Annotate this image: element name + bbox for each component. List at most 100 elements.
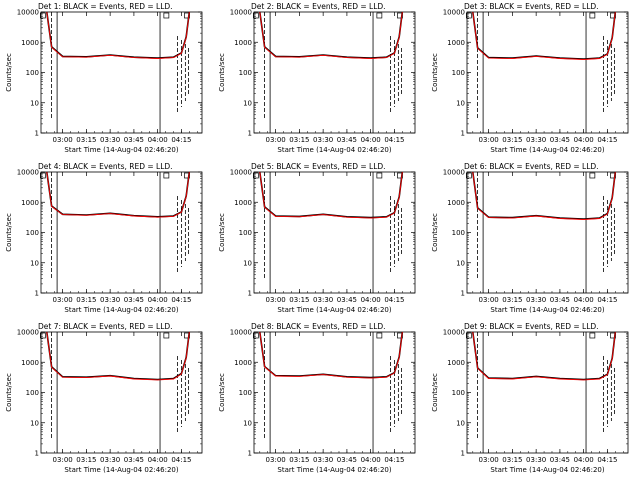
chart-title: Det 2: BLACK = Events, RED = LLD.	[251, 2, 386, 11]
x-tick-label: 03:15	[76, 456, 96, 464]
y-axis-label: Counts/sec	[5, 53, 13, 92]
series-line-lld	[259, 11, 403, 59]
x-tick-label: 04:15	[384, 136, 404, 144]
series-line-events	[259, 331, 404, 379]
top-edge-marker	[589, 172, 596, 179]
y-tick-label: 10000	[443, 9, 465, 17]
y-axis-label: Counts/sec	[431, 373, 439, 412]
x-tick-label: 03:45	[124, 136, 144, 144]
series-line-lld	[259, 331, 403, 379]
x-tick-label: 03:30	[313, 136, 333, 144]
detector-panel-2: Det 2: BLACK = Events, RED = LLD. 1 10 100 1…	[213, 0, 426, 160]
x-tick-label: 03:30	[313, 296, 333, 304]
x-tick-label: 04:00	[361, 456, 381, 464]
x-axis-label: Start Time (14-Aug-04 02:46:20)	[277, 466, 391, 474]
series-line-lld	[46, 171, 190, 218]
y-tick-label: 1000	[21, 359, 39, 367]
y-axis-label: Counts/sec	[218, 373, 226, 412]
y-tick-label: 100	[239, 389, 252, 397]
y-tick-label: 1	[248, 450, 252, 458]
x-tick-label: 04:15	[597, 296, 617, 304]
x-tick-label: 04:15	[597, 136, 617, 144]
x-tick-label: 04:00	[574, 456, 594, 464]
x-tick-label: 03:15	[289, 296, 309, 304]
chart-title: Det 9: BLACK = Events, RED = LLD.	[464, 322, 599, 331]
y-tick-label: 10	[30, 259, 39, 267]
y-tick-label: 100	[26, 229, 39, 237]
y-tick-label: 10000	[230, 329, 252, 337]
y-tick-label: 1	[461, 290, 465, 298]
top-edge-marker	[39, 172, 46, 179]
x-tick-label: 03:00	[53, 456, 73, 464]
chart-svg: Det 5: BLACK = Events, RED = LLD. 1 10 100 1…	[218, 162, 416, 314]
x-tick-label: 04:15	[597, 456, 617, 464]
y-tick-label: 100	[452, 389, 465, 397]
detector-panel-1: Det 1: BLACK = Events, RED = LLD. 1 10 100 1…	[0, 0, 213, 160]
chart-svg: Det 1: BLACK = Events, RED = LLD. 1 10 100 1…	[5, 2, 203, 154]
top-edge-marker	[252, 332, 259, 339]
series-line-events	[472, 171, 617, 220]
x-tick-label: 03:30	[100, 296, 120, 304]
top-edge-marker	[589, 332, 596, 339]
x-tick-label: 03:30	[100, 456, 120, 464]
chart-title: Det 6: BLACK = Events, RED = LLD.	[464, 162, 599, 171]
y-tick-label: 1000	[234, 359, 252, 367]
series-line-lld	[46, 331, 190, 381]
x-tick-label: 03:45	[337, 136, 357, 144]
series-line-events	[472, 11, 617, 60]
x-tick-label: 03:00	[266, 296, 286, 304]
top-edge-marker	[465, 12, 472, 19]
y-tick-label: 10	[30, 99, 39, 107]
y-tick-label: 10000	[17, 329, 39, 337]
y-tick-label: 100	[26, 389, 39, 397]
series-line-lld	[472, 171, 616, 220]
y-tick-label: 100	[239, 69, 252, 77]
y-tick-label: 10	[243, 99, 252, 107]
top-edge-marker	[465, 332, 472, 339]
series-line-lld	[472, 11, 616, 60]
y-tick-label: 100	[239, 229, 252, 237]
y-axis-label: Counts/sec	[5, 213, 13, 252]
y-tick-label: 10	[30, 419, 39, 427]
x-tick-label: 04:00	[574, 296, 594, 304]
y-tick-label: 1000	[234, 39, 252, 47]
y-tick-label: 10000	[443, 329, 465, 337]
x-tick-label: 03:15	[289, 456, 309, 464]
x-tick-label: 03:30	[526, 136, 546, 144]
y-tick-label: 10	[456, 419, 465, 427]
x-tick-label: 03:30	[526, 296, 546, 304]
series-line-events	[46, 331, 191, 381]
y-tick-label: 10000	[443, 169, 465, 177]
x-tick-label: 03:30	[100, 136, 120, 144]
x-tick-label: 03:15	[76, 296, 96, 304]
x-tick-label: 03:00	[479, 456, 499, 464]
y-tick-label: 1000	[447, 359, 465, 367]
x-tick-label: 03:00	[53, 296, 73, 304]
x-tick-label: 03:45	[337, 456, 357, 464]
x-tick-label: 03:15	[502, 456, 522, 464]
top-edge-marker	[376, 172, 383, 179]
y-tick-label: 1	[248, 290, 252, 298]
chart-svg: Det 8: BLACK = Events, RED = LLD. 1 10 100 1…	[218, 322, 416, 474]
x-tick-label: 03:00	[479, 296, 499, 304]
detector-panel-7: Det 7: BLACK = Events, RED = LLD. 1 10 100 1…	[0, 320, 213, 480]
y-axis-label: Counts/sec	[431, 53, 439, 92]
series-line-events	[46, 171, 191, 218]
y-tick-label: 10	[243, 419, 252, 427]
x-tick-label: 03:15	[502, 136, 522, 144]
y-axis-label: Counts/sec	[431, 213, 439, 252]
y-tick-label: 10000	[17, 169, 39, 177]
x-axis-label: Start Time (14-Aug-04 02:46:20)	[490, 146, 604, 154]
chart-title: Det 3: BLACK = Events, RED = LLD.	[464, 2, 599, 11]
x-tick-label: 03:45	[124, 456, 144, 464]
y-tick-label: 10	[456, 99, 465, 107]
chart-svg: Det 9: BLACK = Events, RED = LLD. 1 10 100 1…	[431, 322, 629, 474]
y-tick-label: 1	[248, 130, 252, 138]
x-axis-label: Start Time (14-Aug-04 02:46:20)	[64, 466, 178, 474]
x-tick-label: 03:45	[337, 296, 357, 304]
top-edge-marker	[376, 332, 383, 339]
y-axis-label: Counts/sec	[218, 213, 226, 252]
detector-panel-3: Det 3: BLACK = Events, RED = LLD. 1 10 100 1…	[426, 0, 639, 160]
top-edge-marker	[39, 332, 46, 339]
x-axis-label: Start Time (14-Aug-04 02:46:20)	[277, 146, 391, 154]
